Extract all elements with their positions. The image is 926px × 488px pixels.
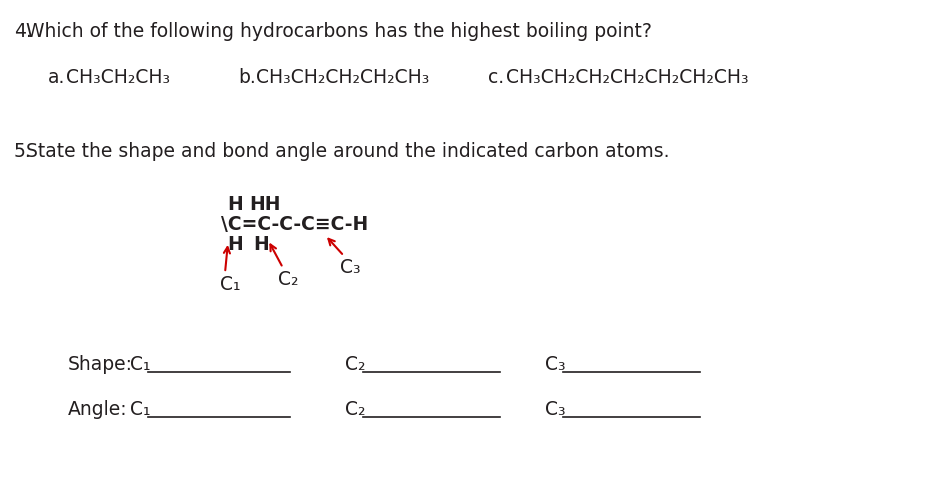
Text: CH₃CH₂CH₃: CH₃CH₂CH₃ bbox=[66, 68, 170, 87]
Text: H: H bbox=[227, 235, 243, 254]
Text: C₂: C₂ bbox=[345, 355, 366, 374]
Text: \C=C-C-C≡C-H: \C=C-C-C≡C-H bbox=[221, 215, 369, 234]
Text: C₂: C₂ bbox=[278, 270, 298, 289]
Text: C₁: C₁ bbox=[130, 400, 151, 419]
Text: H: H bbox=[227, 195, 243, 214]
Text: H: H bbox=[253, 235, 269, 254]
Text: b.: b. bbox=[238, 68, 256, 87]
Text: c.: c. bbox=[488, 68, 504, 87]
Text: Which of the following hydrocarbons has the highest boiling point?: Which of the following hydrocarbons has … bbox=[14, 22, 652, 41]
Text: Angle:: Angle: bbox=[68, 400, 128, 419]
Text: State the shape and bond angle around the indicated carbon atoms.: State the shape and bond angle around th… bbox=[14, 142, 669, 161]
Text: 4.: 4. bbox=[14, 22, 31, 41]
Text: C₂: C₂ bbox=[345, 400, 366, 419]
Text: C₃: C₃ bbox=[545, 355, 566, 374]
Text: Shape:: Shape: bbox=[68, 355, 133, 374]
Text: C₁: C₁ bbox=[220, 275, 241, 294]
Text: 5.: 5. bbox=[14, 142, 31, 161]
Text: C₃: C₃ bbox=[340, 258, 360, 277]
Text: HH: HH bbox=[249, 195, 281, 214]
Text: CH₃CH₂CH₂CH₂CH₃: CH₃CH₂CH₂CH₂CH₃ bbox=[256, 68, 430, 87]
Text: a.: a. bbox=[48, 68, 66, 87]
Text: C₃: C₃ bbox=[545, 400, 566, 419]
Text: CH₃CH₂CH₂CH₂CH₂CH₂CH₃: CH₃CH₂CH₂CH₂CH₂CH₂CH₃ bbox=[506, 68, 748, 87]
Text: C₁: C₁ bbox=[130, 355, 151, 374]
